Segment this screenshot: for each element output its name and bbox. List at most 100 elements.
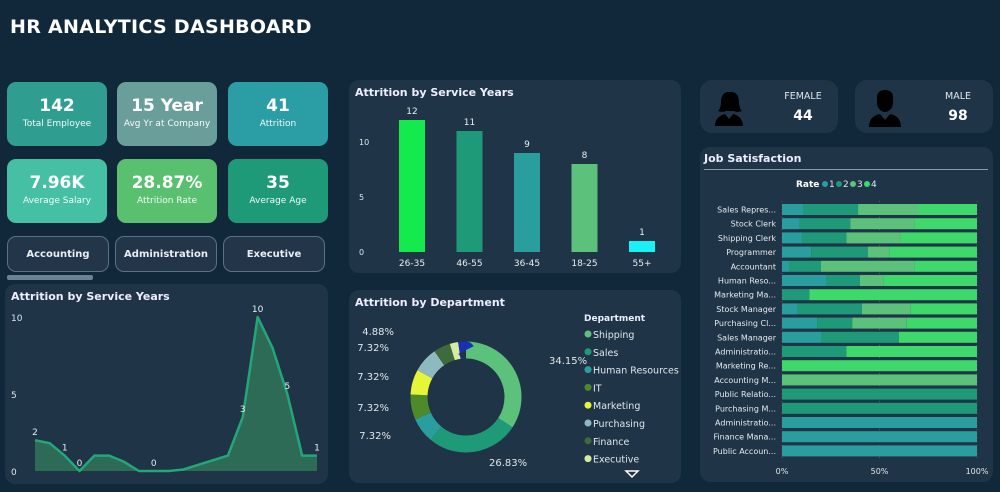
legend-marker — [850, 181, 856, 187]
legend-marker — [584, 366, 592, 374]
bar-segment — [914, 260, 977, 272]
filter-scrollbar[interactable] — [7, 275, 93, 280]
male-icon — [869, 90, 901, 127]
kpi-attrition: 41 Attrition — [228, 82, 328, 146]
bar-segment — [797, 303, 862, 315]
data-label: 8 — [582, 151, 588, 161]
legend-marker — [584, 330, 592, 338]
bar-segment — [803, 204, 859, 215]
y-tick-label: Accountant — [731, 262, 776, 271]
donut-slice — [410, 341, 522, 453]
y-tick-label: Administratio... — [715, 348, 776, 357]
y-tick-label: Administratio... — [715, 419, 776, 428]
filter-administration-button[interactable]: Administration — [115, 236, 217, 272]
slice-label: 7.32% — [357, 403, 389, 414]
bar-chart: 0 5 10 12 26-35 11 46-55 9 36-45 8 18-25 1 55+ — [359, 107, 655, 269]
bar-segment — [821, 260, 915, 272]
kpi-average-salary: 7.96K Average Salary — [7, 159, 107, 223]
y-tick-label: Purchasing Cl... — [714, 319, 776, 328]
legend-item: Purchasing — [593, 419, 645, 430]
data-label: 12 — [406, 107, 417, 117]
bar-segment — [782, 260, 790, 272]
bar-segment — [782, 204, 804, 215]
slice-label: 7.32% — [357, 343, 389, 354]
female-count: 44 — [793, 108, 813, 124]
y-tick-label: Programmer — [726, 248, 776, 257]
bar — [456, 131, 483, 252]
y-tick-label: Public Relatio... — [715, 390, 776, 399]
y-tick-label: 5 — [11, 391, 17, 401]
bar-segment — [782, 275, 827, 286]
bar-segment — [914, 218, 977, 230]
bar-segment — [782, 232, 802, 244]
bar-segment — [826, 275, 860, 286]
legend-item: Sales — [593, 348, 618, 359]
y-tick-label: Public Accoun... — [713, 447, 776, 456]
bar-segment — [782, 218, 800, 230]
data-label: 0 — [151, 459, 157, 469]
kpi-value: 142 — [39, 96, 75, 116]
y-tick-label: Sales Repres... — [717, 206, 776, 215]
kpi-label: Avg Yr at Company — [123, 119, 211, 129]
x-tick-label: 36-45 — [514, 259, 540, 269]
kpi-label: Average Age — [249, 196, 307, 206]
x-tick-label: 18-25 — [571, 259, 597, 269]
legend-item: Finance — [593, 437, 629, 448]
y-tick-label: Marketing Ma... — [714, 291, 776, 300]
panel-title: Attrition by Service Years — [355, 86, 514, 99]
legend-item: IT — [593, 383, 602, 394]
data-label: 1 — [639, 228, 645, 238]
bar-segment — [782, 246, 812, 258]
legend-marker — [584, 401, 592, 409]
kpi-value: 35 — [266, 173, 290, 193]
bar-segment — [910, 303, 977, 315]
legend-item: 2 — [843, 180, 849, 190]
male-count: 98 — [948, 108, 968, 124]
bar-segment — [782, 431, 977, 443]
bar-segment — [801, 232, 847, 244]
female-icon — [715, 92, 743, 126]
y-tick-label: Marketing Re... — [716, 362, 776, 371]
filter-executive-button[interactable]: Executive — [223, 236, 325, 272]
bar-segment — [846, 346, 977, 357]
x-tick-label: 50% — [871, 467, 889, 476]
filter-accounting-button[interactable]: Accounting — [7, 236, 109, 272]
kpi-average-age: 35 Average Age — [228, 159, 328, 223]
legend-title: Rate — [796, 180, 819, 190]
legend-scroll-down-icon[interactable] — [624, 470, 640, 479]
bar-segment — [852, 317, 907, 329]
bar-segment — [799, 218, 851, 230]
bar-segment — [850, 218, 915, 230]
bar-segment — [889, 246, 977, 258]
y-tick-label: Finance Mana... — [713, 433, 776, 442]
male-card: MALE 98 — [855, 80, 993, 133]
bar-segment — [782, 331, 821, 343]
bar-segment — [883, 275, 977, 286]
bar — [514, 153, 540, 252]
kpi-label: Attrition — [259, 119, 297, 129]
bar-segment — [782, 417, 977, 428]
data-label: 10 — [252, 305, 264, 315]
data-label: 1 — [62, 444, 68, 454]
x-tick-label: 46-55 — [456, 259, 482, 269]
y-tick-label: Stock Clerk — [731, 220, 777, 229]
bar-segment — [906, 317, 977, 329]
data-label: 2 — [32, 428, 38, 438]
bar-segment — [782, 317, 818, 329]
x-tick-label: 100% — [966, 467, 989, 476]
slice-label: 7.32% — [359, 431, 391, 442]
attrition-service-years-area-panel: Attrition by Service Years 0 5 10 2 1 0 0 3 10 5 1 — [5, 284, 328, 484]
y-tick-label: 10 — [359, 138, 369, 147]
kpi-attrition-rate: 28.87% Attrition Rate — [117, 159, 217, 223]
legend-item: 4 — [871, 180, 877, 190]
donut-slice — [410, 341, 522, 453]
bar-segment — [858, 204, 919, 215]
slice-label: 26.83% — [489, 458, 527, 469]
legend-item: Shipping — [593, 330, 634, 341]
bar-segment — [782, 346, 847, 357]
y-tick-label: 10 — [11, 314, 23, 324]
female-card: FEMALE 44 — [700, 80, 838, 133]
kpi-value: 28.87% — [131, 173, 203, 193]
bar-segment — [900, 232, 977, 244]
